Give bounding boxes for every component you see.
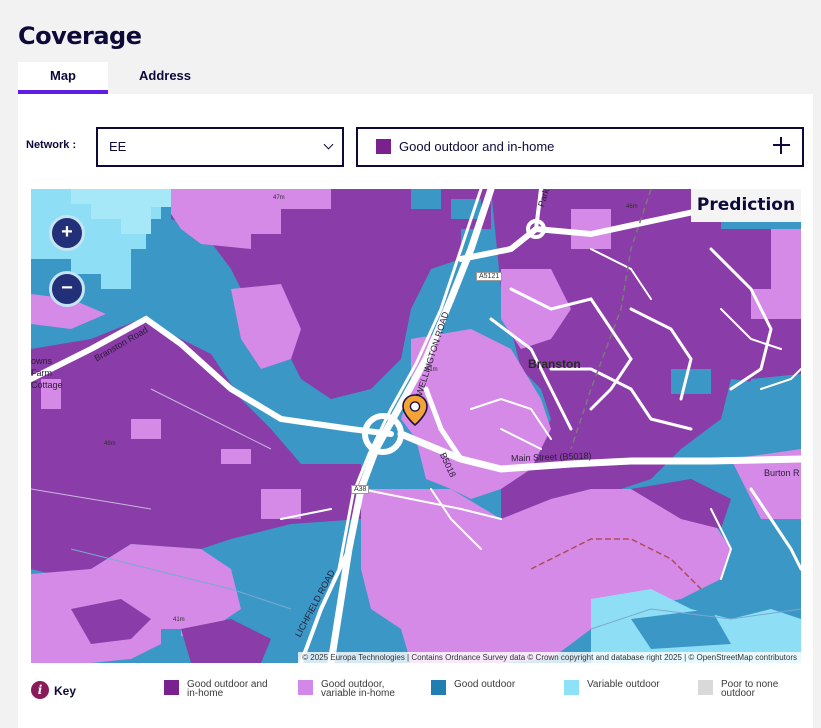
legend-swatch: [564, 680, 579, 695]
legend-swatch: [164, 680, 179, 695]
road-badge-a5121: A5121: [476, 272, 503, 281]
legend-item: Poor to none outdoor: [698, 679, 807, 699]
zoom-in-button[interactable]: +: [49, 215, 85, 251]
map-canvas: [31, 189, 801, 663]
place-label-farm-cottage: owns Farm Cottage: [31, 356, 63, 390]
legend-item: Good outdoor, variable in-home: [298, 679, 407, 699]
coverage-map[interactable]: Prediction + − Branston Branston Road WE…: [31, 189, 801, 663]
legend-item: Variable outdoor: [564, 680, 673, 695]
place-label-branston: Branston: [528, 357, 581, 371]
road-label-burton: Burton R: [764, 468, 800, 478]
location-pin-icon[interactable]: [402, 394, 428, 426]
legend-item: Good outdoor and in-home: [164, 679, 273, 699]
network-label: Network :: [26, 139, 77, 151]
legend-item-label: Good outdoor and in-home: [187, 679, 268, 699]
legend-item-label: Good outdoor, variable in-home: [321, 679, 395, 699]
legend-item-label: Good outdoor: [454, 679, 516, 690]
coverage-legend: i Key Good outdoor and in-home Good outd…: [18, 671, 813, 717]
coverage-layer-select[interactable]: Good outdoor and in-home: [356, 127, 804, 167]
prediction-label: Prediction: [691, 189, 801, 222]
spot-height: 46m: [626, 204, 638, 210]
legend-swatch: [298, 680, 313, 695]
key-label: Key: [54, 684, 77, 698]
legend-item-label: Variable outdoor: [587, 679, 660, 690]
chevron-down-icon: [323, 139, 334, 150]
page-title: Coverage: [18, 22, 142, 50]
zoom-out-button[interactable]: −: [49, 271, 85, 307]
spot-height: 46m: [104, 441, 116, 447]
spot-height: 41m: [426, 367, 438, 373]
coverage-layer-label: Good outdoor and in-home: [399, 139, 555, 154]
tab-address[interactable]: Address: [138, 68, 192, 83]
network-select-value: EE: [109, 139, 127, 154]
info-icon[interactable]: i: [31, 681, 49, 699]
spot-height: 41m: [173, 617, 185, 623]
tab-map[interactable]: Map: [18, 62, 108, 94]
legend-swatch: [431, 680, 446, 695]
view-tabs: Map Address: [18, 62, 222, 94]
map-panel: Network : EE Good outdoor and in-home: [18, 94, 813, 728]
coverage-layer-swatch: [376, 139, 391, 154]
spot-height: 47m: [273, 195, 285, 201]
legend-item-label: Poor to none outdoor: [721, 679, 779, 699]
legend-item: Good outdoor: [431, 680, 540, 695]
map-attribution: © 2025 Europa Technologies | Contains Or…: [298, 652, 801, 663]
plus-icon[interactable]: [773, 137, 790, 154]
legend-swatch: [698, 680, 713, 695]
network-select[interactable]: EE: [96, 127, 344, 167]
road-badge-a38: A38: [351, 485, 370, 494]
